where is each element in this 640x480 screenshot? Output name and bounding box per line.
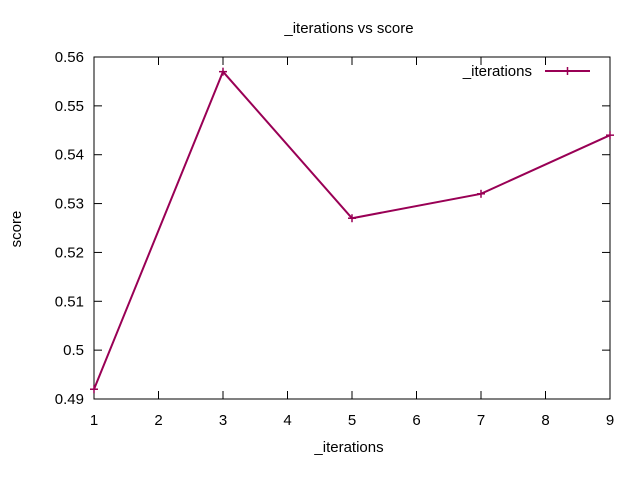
x-tick-label: 8	[541, 412, 549, 429]
y-tick-label: 0.53	[55, 196, 84, 213]
y-tick-label: 0.51	[55, 293, 84, 310]
y-tick-label: 0.5	[63, 342, 84, 359]
data-point	[219, 67, 227, 76]
series-layer	[90, 67, 614, 394]
data-point	[606, 131, 614, 140]
x-tick-label: 9	[606, 412, 614, 429]
x-tick-label: 3	[219, 412, 227, 429]
data-point	[348, 214, 356, 223]
x-tick-label: 1	[90, 412, 98, 429]
x-tick-label: 7	[477, 412, 485, 429]
y-tick-label: 0.49	[55, 391, 84, 408]
y-tick-label: 0.52	[55, 244, 84, 261]
y-axis-label: score	[8, 211, 25, 248]
y-tick-label: 0.56	[55, 49, 84, 66]
legend: _iterations	[462, 63, 590, 80]
chart-title: _iterations vs score	[283, 20, 413, 37]
data-point	[563, 67, 572, 75]
x-tick-label: 5	[348, 412, 356, 429]
data-point	[90, 385, 98, 394]
x-tick-label: 6	[412, 412, 420, 429]
legend-label: _iterations	[462, 63, 532, 80]
series-line	[93, 69, 611, 390]
data-point	[477, 189, 485, 198]
x-tick-label: 4	[283, 412, 291, 429]
y-tick-label: 0.54	[55, 147, 84, 164]
y-tick-label: 0.55	[55, 98, 84, 115]
x-tick-label: 2	[154, 412, 162, 429]
plot-frame	[93, 56, 611, 400]
x-axis-label: _iterations	[313, 439, 383, 456]
axis-ticks: 1 2 3 4 5 6 7 8 9 0.49 0.5 0.51 0.52 0.53 0.54 0.55 0.56	[55, 49, 614, 429]
